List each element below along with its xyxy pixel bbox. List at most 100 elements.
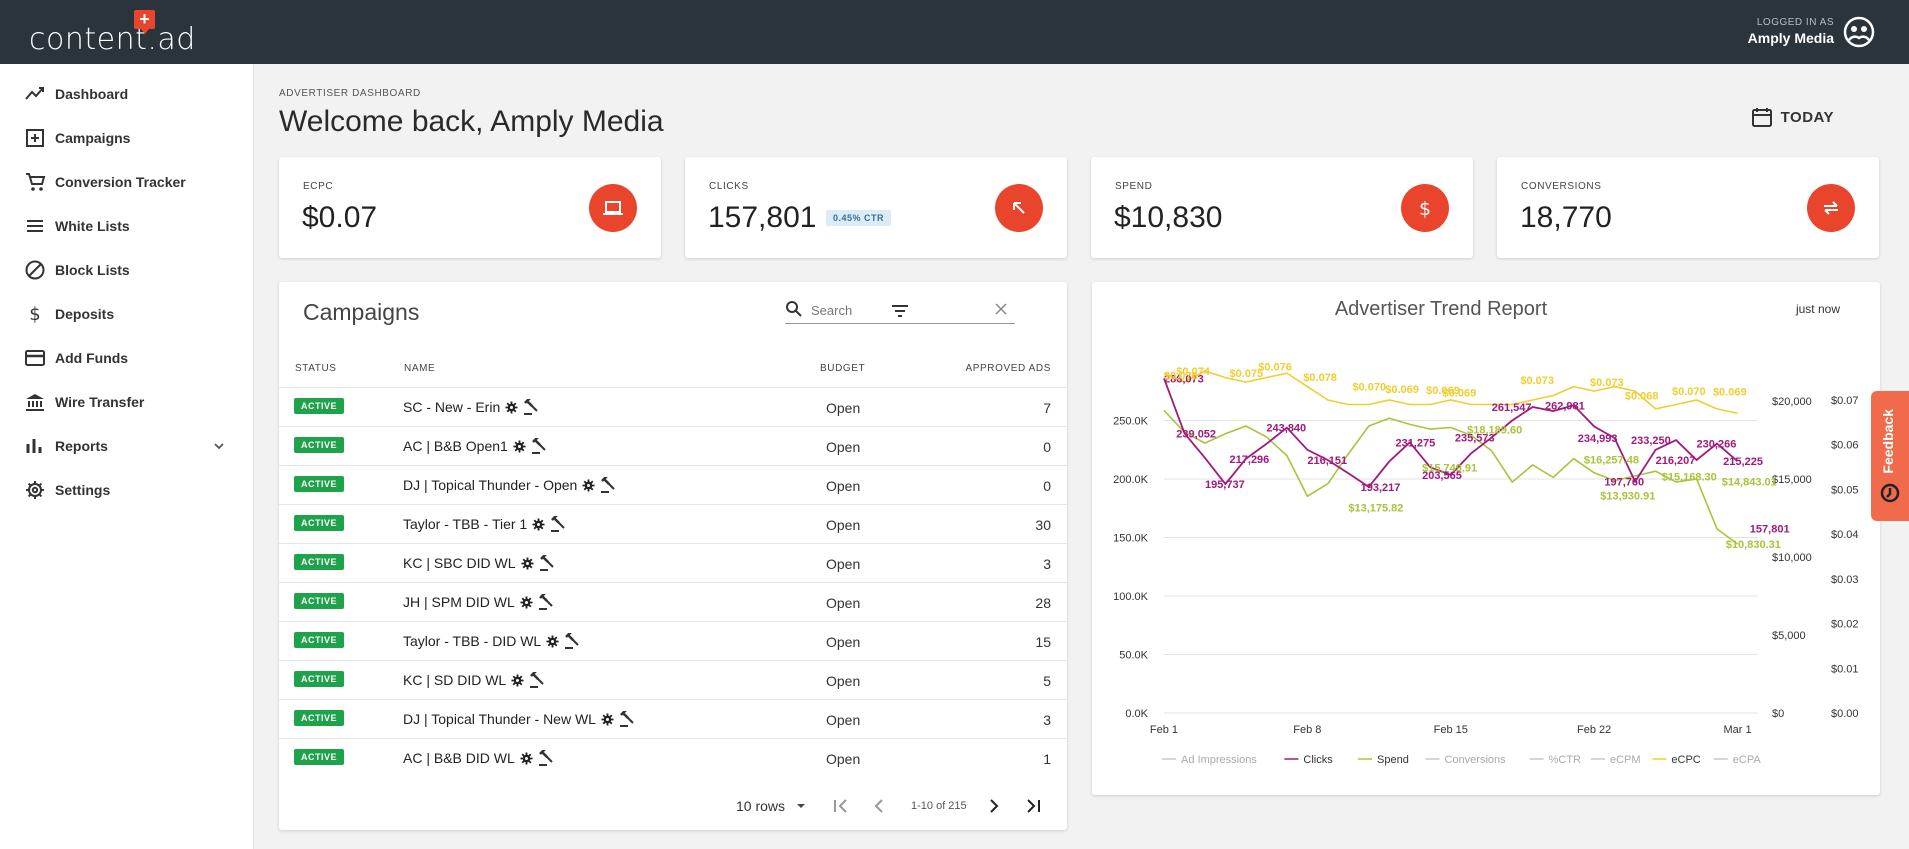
sidebar-item-add-funds[interactable]: Add Funds: [0, 336, 254, 380]
next-page-icon[interactable]: [984, 793, 1004, 819]
gear-icon[interactable]: [582, 478, 595, 492]
gavel-icon[interactable]: [538, 594, 555, 610]
sidebar-item-campaigns[interactable]: Campaigns: [0, 116, 254, 160]
prev-page-icon[interactable]: [869, 793, 889, 819]
column-header-approved-ads[interactable]: APPROVED ADS: [965, 363, 1051, 374]
logo[interactable]: content.ad: [29, 22, 196, 57]
sidebar-item-label: Campaigns: [55, 130, 131, 146]
sidebar-item-reports[interactable]: Reports: [0, 424, 254, 468]
gear-icon[interactable]: [513, 439, 526, 453]
gear-icon[interactable]: [532, 517, 545, 531]
gear-icon[interactable]: [521, 556, 534, 570]
sidebar-item-label: Settings: [55, 482, 111, 498]
clicks-data-label: 231,275: [1395, 437, 1435, 449]
first-page-icon[interactable]: [830, 793, 852, 819]
gear-icon[interactable]: [546, 634, 559, 648]
gavel-icon[interactable]: [531, 438, 548, 454]
sidebar-item-label: Deposits: [55, 306, 115, 322]
campaign-name[interactable]: SC - New - Erin: [403, 399, 501, 415]
stat-label: CONVERSIONS: [1521, 181, 1602, 192]
campaigns-panel: Campaigns STATUS NAME BUDGET APPROVED AD…: [279, 282, 1067, 830]
ecpc-data-label: $0.069: [1426, 385, 1460, 397]
sidebar-item-label: Wire Transfer: [55, 394, 145, 410]
campaign-name-cell: AC | B&B Open1: [403, 438, 548, 454]
gavel-icon[interactable]: [538, 750, 555, 766]
clicks-data-label: 230,266: [1697, 439, 1737, 451]
filter-icon[interactable]: [889, 300, 911, 322]
budget-cell: Open: [826, 517, 861, 533]
gavel-icon[interactable]: [600, 477, 617, 493]
rows-per-page-select[interactable]: 10 rows: [736, 793, 809, 819]
table-row[interactable]: ACTIVE KC | SBC DID WL Open 3: [279, 543, 1067, 582]
clicks-data-label: 203,565: [1422, 470, 1462, 482]
campaign-name[interactable]: AC | B&B Open1: [403, 438, 508, 454]
gear-icon[interactable]: [511, 673, 524, 687]
status-badge: ACTIVE: [294, 749, 345, 765]
sidebar-item-dashboard[interactable]: Dashboard: [0, 72, 254, 116]
sidebar-item-white-lists[interactable]: White Lists: [0, 204, 254, 248]
table-row[interactable]: ACTIVE AC | B&B Open1 Open 0: [279, 426, 1067, 465]
sidebar-item-conversion-tracker[interactable]: Conversion Tracker: [0, 160, 254, 204]
campaign-name[interactable]: DJ | Topical Thunder - Open: [403, 477, 578, 493]
table-row[interactable]: ACTIVE AC | B&B DID WL Open 1: [279, 738, 1067, 777]
table-row[interactable]: ACTIVE DJ | Topical Thunder - New WL Open 3: [279, 699, 1067, 738]
last-page-icon[interactable]: [1022, 793, 1044, 819]
gavel-icon[interactable]: [523, 399, 540, 415]
table-row[interactable]: ACTIVE KC | SD DID WL Open 5: [279, 660, 1067, 699]
x-tick-label: Feb 15: [1434, 724, 1468, 736]
logo-plus-icon: +: [134, 10, 155, 34]
sidebar-item-deposits[interactable]: $ Deposits: [0, 292, 254, 336]
table-row[interactable]: ACTIVE Taylor - TBB - DID WL Open 15: [279, 621, 1067, 660]
trend-icon: [25, 87, 44, 100]
status-badge: ACTIVE: [294, 632, 345, 648]
clicks-data-label: 216,207: [1656, 455, 1696, 467]
y-tick-label: 200.0K: [1113, 474, 1149, 486]
table-row[interactable]: ACTIVE Taylor - TBB - Tier 1 Open 30: [279, 504, 1067, 543]
campaign-name[interactable]: DJ | Topical Thunder - New WL: [403, 711, 596, 727]
gavel-icon[interactable]: [529, 672, 546, 688]
sidebar-item-block-lists[interactable]: Block Lists: [0, 248, 254, 292]
campaign-name[interactable]: JH | SPM DID WL: [403, 594, 515, 610]
column-header-status[interactable]: STATUS: [295, 363, 337, 374]
gear-icon[interactable]: [520, 751, 533, 765]
approved-ads-cell: 5: [1043, 673, 1051, 689]
sidebar-item-wire-transfer[interactable]: Wire Transfer: [0, 380, 254, 424]
table-row[interactable]: ACTIVE DJ | Topical Thunder - Open Open 0: [279, 465, 1067, 504]
sidebar-item-settings[interactable]: Settings: [0, 468, 254, 512]
approved-ads-cell: 1: [1043, 751, 1051, 767]
spend-series-line: [1163, 409, 1738, 545]
logged-in-label: LOGGED IN AS: [1756, 17, 1834, 28]
clicks-data-label: 217,296: [1230, 454, 1270, 466]
campaign-name[interactable]: KC | SBC DID WL: [403, 555, 516, 571]
gear-icon[interactable]: [520, 595, 533, 609]
campaign-name[interactable]: Taylor - TBB - DID WL: [403, 633, 542, 649]
rows-per-page-value: 10 rows: [736, 798, 786, 814]
campaign-name[interactable]: AC | B&B DID WL: [403, 750, 515, 766]
top-bar: content.ad + LOGGED IN AS Amply Media: [0, 0, 1909, 64]
gear-icon[interactable]: [601, 712, 614, 726]
sidebar-item-label: Block Lists: [55, 262, 130, 278]
stat-value: $0.07: [302, 201, 378, 234]
date-range-button[interactable]: TODAY: [1751, 106, 1834, 128]
gavel-icon[interactable]: [539, 555, 556, 571]
ecpc-data-label: $0.069: [1443, 387, 1477, 399]
caret-down-icon: [797, 804, 806, 808]
campaign-name[interactable]: KC | SD DID WL: [403, 672, 507, 688]
close-icon[interactable]: [993, 301, 1009, 317]
column-header-name[interactable]: NAME: [404, 363, 436, 374]
stat-value: $10,830: [1114, 201, 1223, 234]
ecpc-data-label: $0.075: [1230, 368, 1264, 380]
gavel-icon[interactable]: [564, 633, 581, 649]
user-avatar-icon[interactable]: [1843, 16, 1875, 48]
campaign-name[interactable]: Taylor - TBB - Tier 1: [403, 516, 528, 532]
stat-value: 18,770: [1520, 201, 1612, 234]
table-row[interactable]: ACTIVE SC - New - Erin Open 7: [279, 387, 1067, 426]
gavel-icon[interactable]: [619, 711, 636, 727]
column-header-budget[interactable]: BUDGET: [820, 363, 866, 374]
gear-icon[interactable]: [505, 400, 518, 414]
chevron-down-icon[interactable]: [212, 439, 226, 453]
trend-report-panel: Advertiser Trend Report just now 0.0K 50.…: [1092, 282, 1880, 795]
table-row[interactable]: ACTIVE JH | SPM DID WL Open 28: [279, 582, 1067, 621]
feedback-tab[interactable]: Feedback: [1871, 391, 1909, 521]
gavel-icon[interactable]: [550, 516, 567, 532]
